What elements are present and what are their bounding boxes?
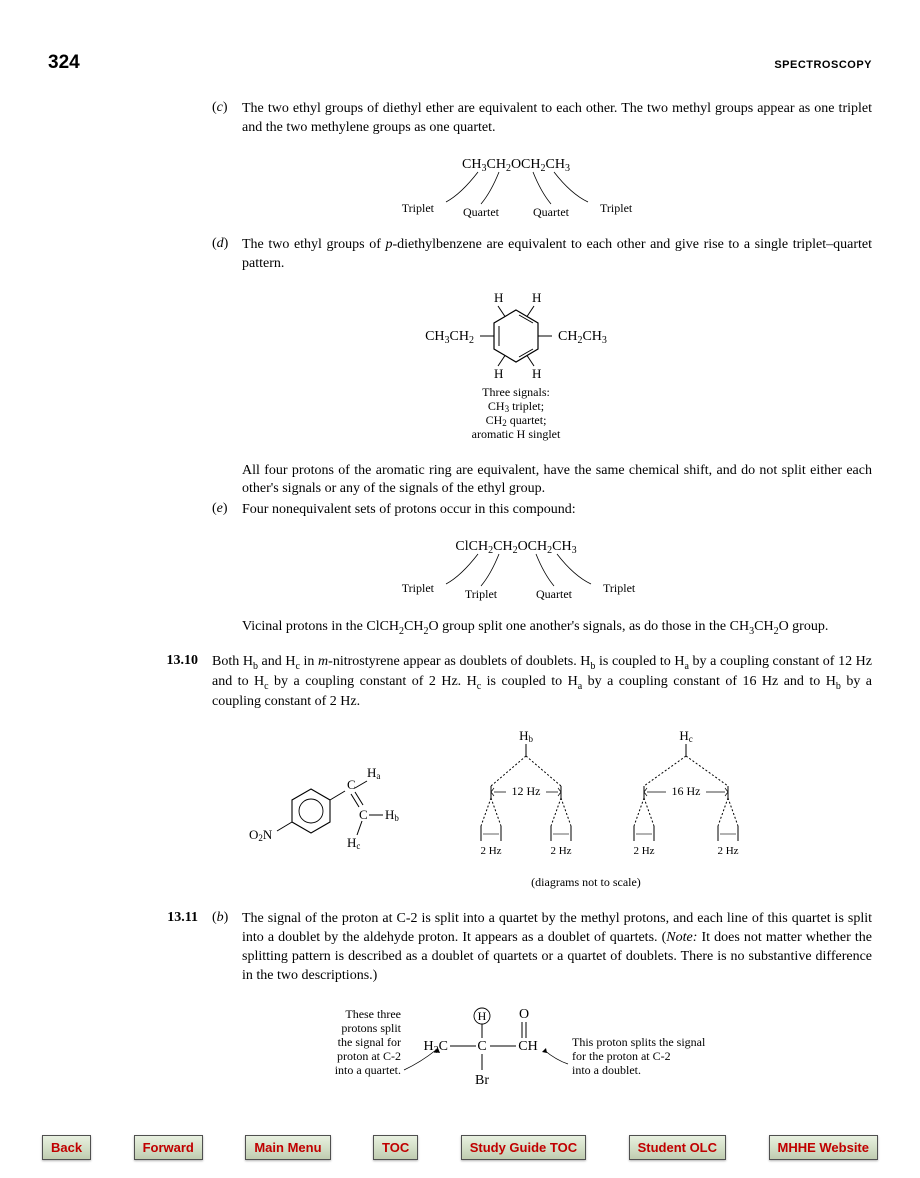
svg-text:CH: CH — [518, 1039, 537, 1054]
svg-text:CH3 triplet;: CH3 triplet; — [488, 399, 544, 414]
item-c-label: (c) — [212, 100, 242, 116]
svg-text:CH3CH2OCH2CH3: CH3CH2OCH2CH3 — [462, 157, 570, 174]
svg-text:CH3CH2: CH3CH2 — [425, 329, 474, 346]
student-olc-button[interactable]: Student OLC — [629, 1135, 726, 1160]
bottom-nav: Back Forward Main Menu TOC Study Guide T… — [42, 1135, 878, 1160]
svg-text:2 Hz: 2 Hz — [633, 845, 654, 857]
svg-text:Br: Br — [475, 1073, 489, 1088]
vicinal-note: Vicinal protons in the ClCH2CH2O group s… — [242, 618, 872, 638]
svg-text:into a doublet.: into a doublet. — [572, 1063, 641, 1077]
svg-text:H3C: H3C — [424, 1039, 448, 1056]
item-b-label: (b) — [212, 910, 242, 926]
svg-text:C: C — [477, 1039, 486, 1054]
item-c-text: The two ethyl groups of diethyl ether ar… — [242, 100, 872, 138]
svg-text:H: H — [478, 1009, 487, 1023]
svg-text:Triplet: Triplet — [600, 201, 633, 215]
svg-text:Triplet: Triplet — [402, 581, 435, 595]
svg-text:Hc: Hc — [347, 835, 360, 851]
svg-text:Three signals:: Three signals: — [482, 385, 550, 399]
svg-text:2 Hz: 2 Hz — [480, 845, 501, 857]
item-d-text: The two ethyl groups of p-diethylbenzene… — [242, 236, 872, 274]
svg-text:2 Hz: 2 Hz — [717, 845, 738, 857]
bromo-diagram: These three protons split the signal for… — [256, 1000, 776, 1100]
svg-text:These three: These three — [345, 1007, 401, 1021]
svg-text:16 Hz: 16 Hz — [672, 784, 701, 798]
svg-text:into a quartet.: into a quartet. — [335, 1063, 401, 1077]
svg-text:Triplet: Triplet — [402, 201, 435, 215]
svg-text:Quartet: Quartet — [536, 587, 573, 601]
page-number: 324 — [48, 52, 80, 74]
svg-text:H: H — [532, 290, 541, 305]
svg-text:Hb: Hb — [385, 807, 399, 823]
svg-text:protons split: protons split — [341, 1021, 401, 1035]
svg-text:Quartet: Quartet — [533, 205, 570, 219]
svg-text:proton at C-2: proton at C-2 — [337, 1049, 401, 1063]
svg-text:for the proton at C-2: for the proton at C-2 — [572, 1049, 671, 1063]
item-e-label: (e) — [212, 501, 242, 517]
toc-button[interactable]: TOC — [373, 1135, 418, 1160]
back-button[interactable]: Back — [42, 1135, 91, 1160]
svg-text:Ha: Ha — [367, 765, 380, 781]
forward-button[interactable]: Forward — [134, 1135, 203, 1160]
svg-text:H: H — [532, 366, 541, 381]
svg-text:H: H — [494, 366, 503, 381]
svg-text:C: C — [359, 807, 368, 822]
svg-text:(diagrams not to scale): (diagrams not to scale) — [531, 875, 641, 889]
q-13-11-label: 13.11 — [160, 910, 212, 926]
item-e-text: Four nonequivalent sets of protons occur… — [242, 501, 872, 520]
study-guide-toc-button[interactable]: Study Guide TOC — [461, 1135, 586, 1160]
svg-text:CH2 quartet;: CH2 quartet; — [486, 413, 547, 428]
svg-text:This proton splits the signal: This proton splits the signal — [572, 1035, 706, 1049]
svg-text:H: H — [494, 290, 503, 305]
svg-text:2 Hz: 2 Hz — [550, 845, 571, 857]
svg-text:ClCH2CH2OCH2CH3: ClCH2CH2OCH2CH3 — [455, 539, 576, 556]
svg-text:C: C — [347, 777, 356, 792]
svg-text:O: O — [519, 1007, 529, 1022]
main-menu-button[interactable]: Main Menu — [245, 1135, 330, 1160]
svg-text:CH2CH3: CH2CH3 — [558, 329, 607, 346]
chloroether-diagram: ClCH2CH2OCH2CH3 Triplet Triplet Quartet … — [356, 534, 676, 604]
benzene-diagram: CH3CH2 CH2CH3 H H H H Three signals: CH3… — [356, 288, 676, 448]
aromatic-note: All four protons of the aromatic ring ar… — [242, 462, 872, 500]
q-13-10-text: Both Hb and Hc in m-nitrostyrene appear … — [212, 653, 872, 712]
mhhe-website-button[interactable]: MHHE Website — [769, 1135, 879, 1160]
svg-text:Hb: Hb — [519, 728, 533, 744]
svg-text:Triplet: Triplet — [603, 581, 636, 595]
svg-text:Quartet: Quartet — [463, 205, 500, 219]
svg-text:12 Hz: 12 Hz — [512, 784, 541, 798]
q-13-11-text: The signal of the proton at C-2 is split… — [242, 910, 872, 986]
q-13-10-label: 13.10 — [160, 653, 212, 669]
svg-text:Triplet: Triplet — [465, 587, 498, 601]
svg-text:O2N: O2N — [249, 827, 273, 843]
item-d-label: (d) — [212, 236, 242, 252]
ether-diagram: CH3CH2OCH2CH3 Triplet Quartet Quartet Tr… — [366, 152, 666, 222]
svg-text:aromatic H singlet: aromatic H singlet — [472, 427, 561, 441]
chapter-title: SPECTROSCOPY — [774, 59, 872, 71]
svg-text:Hc: Hc — [679, 728, 692, 744]
nitrostyrene-diagram: C Ha C Hb Hc O2N Hb — [216, 726, 816, 896]
page-content: (c) The two ethyl groups of diethyl ethe… — [160, 100, 872, 1114]
svg-text:the signal for: the signal for — [338, 1035, 401, 1049]
